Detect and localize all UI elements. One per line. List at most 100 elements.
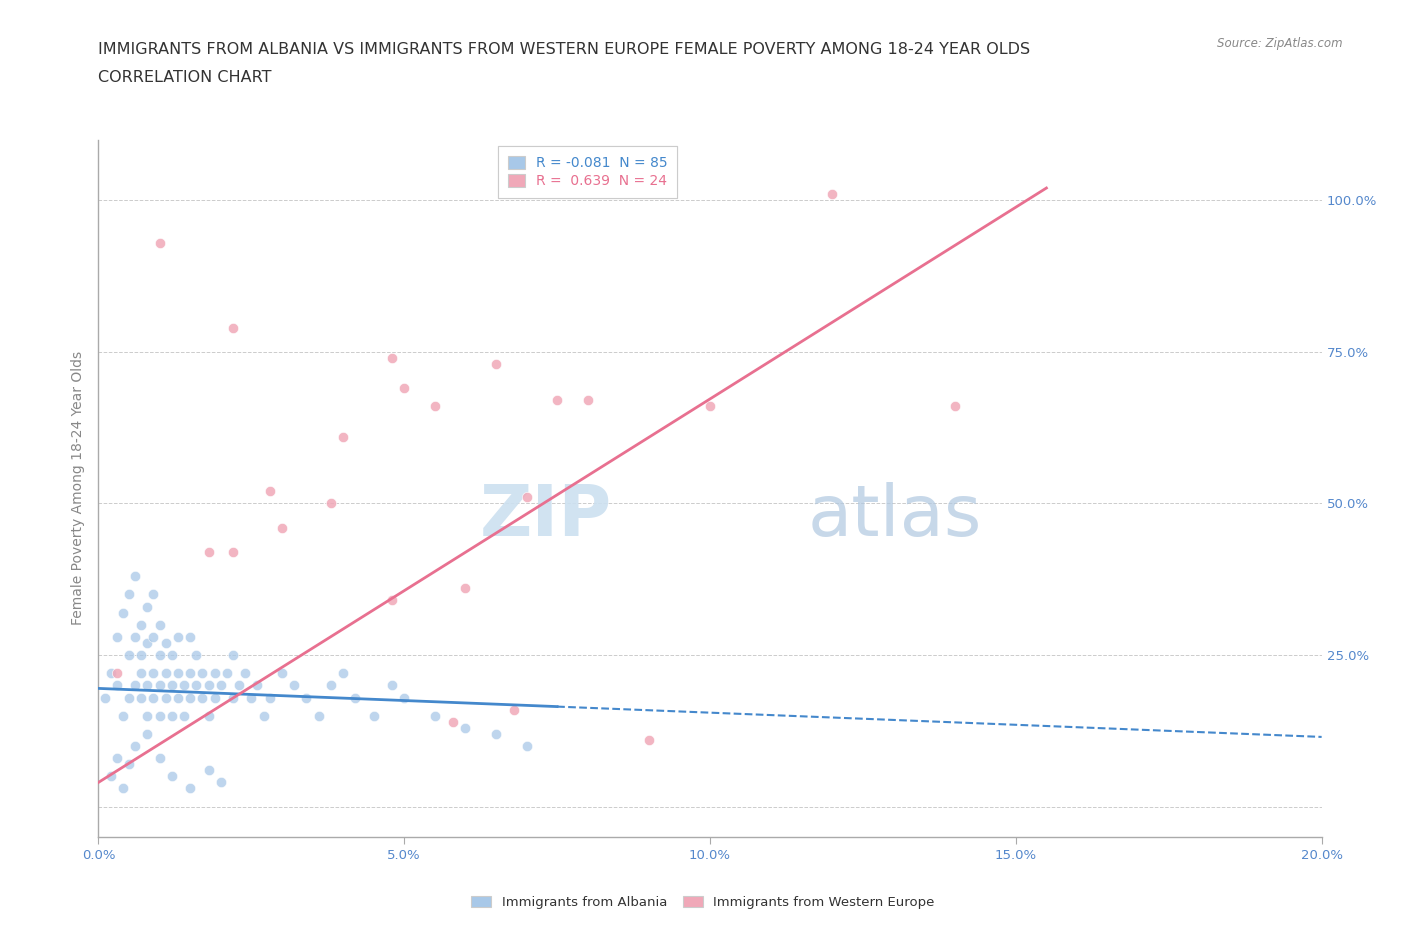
Point [136, 678, 159, 693]
Point [270, 520, 292, 535]
Point [124, 630, 146, 644]
Point [637, 733, 661, 748]
Point [93, 690, 115, 705]
Point [142, 587, 165, 602]
Point [100, 769, 122, 784]
Point [118, 690, 141, 705]
Point [105, 678, 128, 693]
Point [191, 690, 214, 705]
Point [149, 235, 172, 250]
Point [142, 630, 165, 644]
Point [222, 320, 245, 335]
Point [215, 666, 238, 681]
Legend: R = -0.081  N = 85, R =  0.639  N = 24: R = -0.081 N = 85, R = 0.639 N = 24 [498, 146, 678, 198]
Point [197, 709, 219, 724]
Point [209, 678, 232, 693]
Point [186, 678, 208, 693]
Point [155, 690, 177, 705]
Point [160, 709, 183, 724]
Point [270, 666, 292, 681]
Point [105, 751, 128, 765]
Point [129, 690, 152, 705]
Point [295, 690, 318, 705]
Text: IMMIGRANTS FROM ALBANIA VS IMMIGRANTS FROM WESTERN EUROPE FEMALE POVERTY AMONG 1: IMMIGRANTS FROM ALBANIA VS IMMIGRANTS FR… [98, 42, 1031, 57]
Point [111, 605, 134, 620]
Point [142, 690, 165, 705]
Point [179, 781, 201, 796]
Point [209, 775, 232, 790]
Point [124, 678, 146, 693]
Point [100, 666, 122, 681]
Point [124, 738, 146, 753]
Point [699, 399, 721, 414]
Point [197, 678, 219, 693]
Point [240, 690, 263, 705]
Point [233, 666, 256, 681]
Point [283, 678, 305, 693]
Point [259, 690, 281, 705]
Text: atlas: atlas [808, 482, 983, 551]
Point [118, 587, 141, 602]
Point [118, 757, 141, 772]
Point [197, 544, 219, 559]
Point [441, 714, 464, 729]
Point [129, 618, 152, 632]
Point [149, 678, 172, 693]
Point [228, 678, 250, 693]
Text: Source: ZipAtlas.com: Source: ZipAtlas.com [1218, 37, 1343, 50]
Point [149, 647, 172, 662]
Point [111, 781, 134, 796]
Point [111, 709, 134, 724]
Point [118, 647, 141, 662]
Point [160, 647, 183, 662]
Point [179, 630, 201, 644]
Point [136, 709, 159, 724]
Point [344, 690, 367, 705]
Point [124, 569, 146, 584]
Point [381, 678, 404, 693]
Point [149, 618, 172, 632]
Point [136, 635, 159, 650]
Point [308, 709, 330, 724]
Point [332, 666, 354, 681]
Point [222, 690, 245, 705]
Point [576, 392, 599, 407]
Point [142, 666, 165, 681]
Legend: Immigrants from Albania, Immigrants from Western Europe: Immigrants from Albania, Immigrants from… [465, 891, 941, 914]
Point [155, 666, 177, 681]
Point [222, 647, 245, 662]
Point [246, 678, 269, 693]
Point [179, 690, 201, 705]
Text: ZIP: ZIP [479, 482, 612, 551]
Point [516, 738, 538, 753]
Point [167, 666, 190, 681]
Point [485, 356, 508, 371]
Point [167, 630, 190, 644]
Point [821, 187, 844, 202]
Point [319, 496, 342, 511]
Point [173, 678, 195, 693]
Point [105, 630, 128, 644]
Point [155, 635, 177, 650]
Point [149, 751, 172, 765]
Point [136, 599, 159, 614]
Point [129, 666, 152, 681]
Point [149, 709, 172, 724]
Point [186, 647, 208, 662]
Point [381, 351, 404, 365]
Point [319, 678, 342, 693]
Point [197, 763, 219, 777]
Point [105, 666, 128, 681]
Point [222, 544, 245, 559]
Point [160, 678, 183, 693]
Point [392, 380, 416, 395]
Point [167, 690, 190, 705]
Point [252, 709, 274, 724]
Point [392, 690, 416, 705]
Point [546, 392, 568, 407]
Point [363, 709, 385, 724]
Point [454, 581, 477, 596]
Point [173, 709, 195, 724]
Point [381, 593, 404, 608]
Text: CORRELATION CHART: CORRELATION CHART [98, 70, 271, 85]
